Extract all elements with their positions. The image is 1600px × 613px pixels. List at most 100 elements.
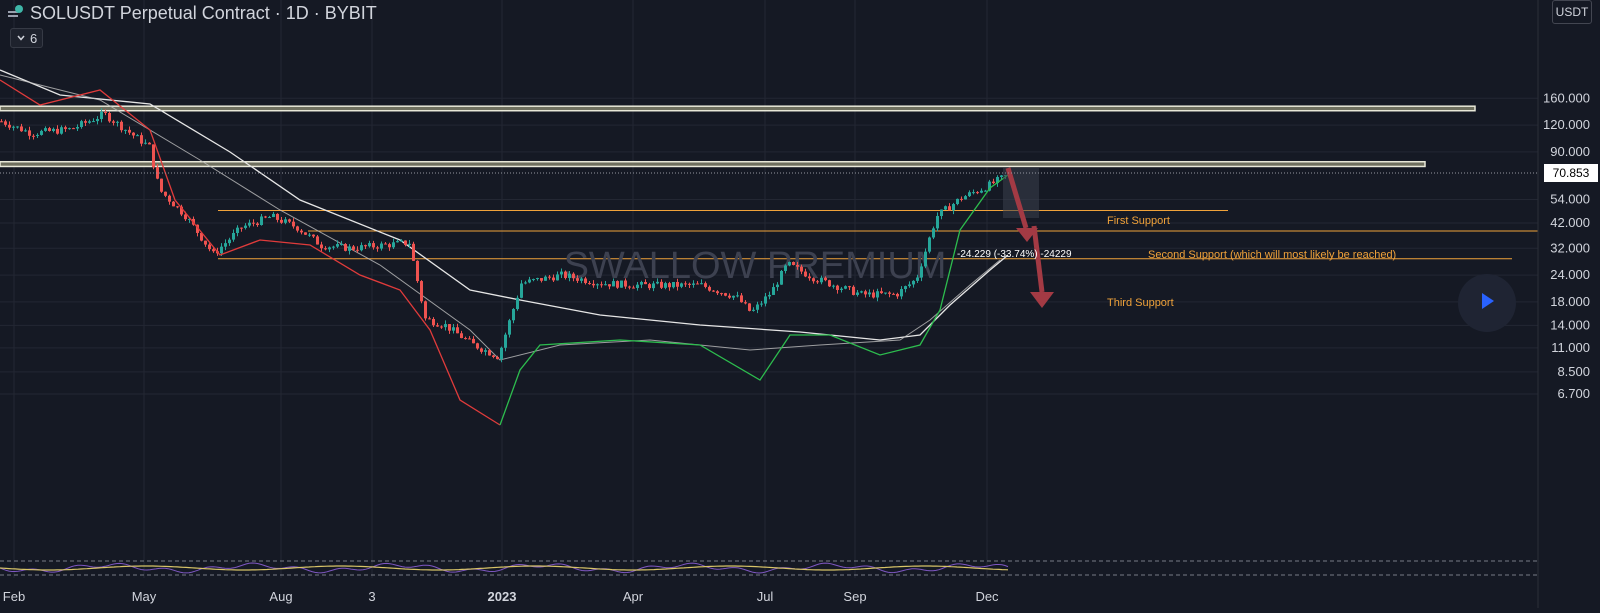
candle-body xyxy=(376,247,379,249)
chart-header: SOLUSDT Perpetual Contract · 1D · BYBIT xyxy=(0,0,377,26)
candle-body xyxy=(104,111,107,114)
candle-body xyxy=(792,262,795,265)
candle-body xyxy=(440,326,443,328)
candle-body xyxy=(500,347,503,360)
candle-body xyxy=(228,239,231,244)
candle-body xyxy=(924,251,927,267)
indicators-toggle-button[interactable]: 6 xyxy=(10,28,44,48)
candle-body xyxy=(336,244,339,247)
time-tick-label: Feb xyxy=(3,589,25,604)
candle-body xyxy=(100,111,103,120)
time-tick-label: Dec xyxy=(975,589,999,604)
candle-body xyxy=(624,280,627,287)
candle-body xyxy=(348,246,351,251)
candle-body xyxy=(268,217,271,219)
candle-body xyxy=(656,281,659,284)
candle-body xyxy=(680,283,683,287)
ema-fast-up-line xyxy=(499,174,1009,426)
candle-body xyxy=(916,277,919,281)
candle-body xyxy=(992,181,995,184)
candle-body xyxy=(636,284,639,288)
replay-play-button[interactable] xyxy=(1458,274,1516,332)
candle-body xyxy=(552,277,555,281)
candle-body xyxy=(520,283,523,298)
candle-body xyxy=(264,216,267,218)
candle-body xyxy=(532,279,535,281)
projection-arrow-head xyxy=(1030,292,1054,308)
candle-body xyxy=(108,113,111,122)
candle-body xyxy=(736,295,739,297)
candle-body xyxy=(548,276,551,278)
candle-body xyxy=(928,237,931,252)
candle-body xyxy=(24,130,27,132)
candle-body xyxy=(204,240,207,245)
candle-body xyxy=(96,119,99,122)
candle-body xyxy=(220,246,223,254)
candle-body xyxy=(140,135,143,144)
candle-body xyxy=(48,128,51,131)
candle-body xyxy=(152,144,155,168)
price-tick-label: 90.000 xyxy=(1550,144,1590,159)
candle-body xyxy=(424,301,427,319)
candle-body xyxy=(772,287,775,295)
candle-body xyxy=(728,295,731,298)
candle-body xyxy=(556,274,559,281)
candle-body xyxy=(8,124,11,128)
candle-body xyxy=(208,244,211,250)
candle-body xyxy=(692,283,695,285)
candle-body xyxy=(296,226,299,231)
candle-body xyxy=(800,266,803,272)
candle-body xyxy=(436,325,439,327)
resistance-zone xyxy=(0,160,1426,168)
candle-body xyxy=(684,283,687,285)
candle-body xyxy=(92,121,95,123)
candle-body xyxy=(148,142,151,145)
candle-body xyxy=(860,291,863,293)
candle-body xyxy=(428,318,431,320)
candle-body xyxy=(52,128,55,131)
candle-body xyxy=(944,206,947,210)
candle-body xyxy=(700,283,703,285)
time-axis[interactable]: Feb May Aug 3 2023 Apr Jul Sep Dec xyxy=(3,589,999,604)
candle-body xyxy=(760,303,763,305)
projection-arrow-shaft xyxy=(1005,167,1029,229)
candle-body xyxy=(752,309,755,311)
candle-body xyxy=(68,128,71,130)
candle-body xyxy=(672,281,675,288)
candle-body xyxy=(288,219,291,222)
candle-body xyxy=(236,227,239,234)
candle-body xyxy=(856,292,859,295)
candle-body xyxy=(300,230,303,233)
time-tick-label: Jul xyxy=(757,589,774,604)
candle-body xyxy=(932,228,935,238)
candle-body xyxy=(172,201,175,207)
candle-body xyxy=(676,281,679,287)
candle-body xyxy=(652,283,655,289)
candle-body xyxy=(344,243,347,251)
candle-body xyxy=(804,271,807,277)
candle-body xyxy=(688,283,691,285)
symbol-title[interactable]: SOLUSDT Perpetual Contract · 1D · BYBIT xyxy=(30,2,377,23)
candle-body xyxy=(508,320,511,335)
candle-body xyxy=(616,281,619,288)
ema-fast-line xyxy=(0,79,1009,426)
candle-body xyxy=(404,240,407,245)
candle-body xyxy=(912,280,915,285)
candle-body xyxy=(44,128,47,131)
candle-body xyxy=(816,281,819,283)
price-axis[interactable]: 160.000 120.000 90.000 54.000 42.000 32.000 24… xyxy=(1537,0,1590,608)
currency-button[interactable]: USDT xyxy=(1552,0,1592,24)
watermark: SWALLOW PREMIUM xyxy=(564,245,947,287)
candle-body xyxy=(252,222,255,224)
last-price-value: 70.853 xyxy=(1553,166,1590,180)
candle-body xyxy=(16,126,19,128)
candle-body xyxy=(232,233,235,240)
candle-body xyxy=(356,249,359,251)
candle-body xyxy=(740,295,743,303)
first-support-label: First Support xyxy=(1107,215,1170,227)
candle-body xyxy=(284,219,287,223)
candle-body xyxy=(588,283,591,285)
third-support-label: Third Support xyxy=(1107,297,1174,309)
